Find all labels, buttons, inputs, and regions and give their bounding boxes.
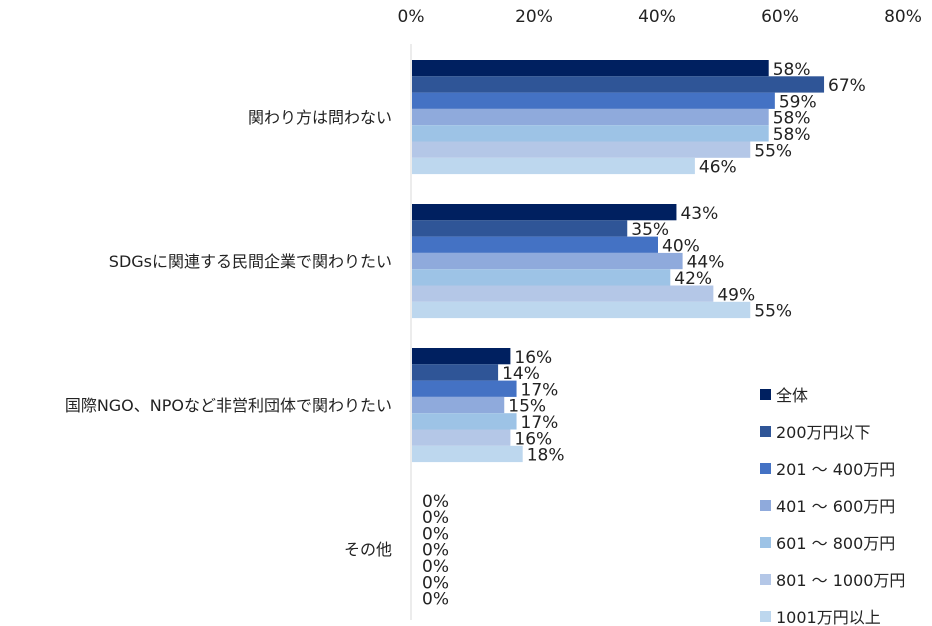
data-label: 16% [514, 348, 552, 368]
bar [412, 252, 683, 270]
data-label: 58% [773, 60, 811, 80]
legend-label: 401 〜 600万円 [776, 497, 895, 516]
data-label: 18% [527, 446, 565, 466]
legend-label: 601 〜 800万円 [776, 534, 895, 553]
data-label: 49% [717, 285, 755, 305]
legend-label: 全体 [776, 386, 808, 405]
category-label: SDGsに関連する民間企業で関わりたい [109, 252, 392, 271]
legend-swatch [760, 574, 771, 585]
category-label: 関わり方は問わない [248, 108, 392, 127]
data-label: 43% [680, 204, 718, 224]
legend-swatch [760, 389, 771, 400]
bar [412, 92, 775, 109]
bar [412, 157, 695, 175]
data-label: 0% [422, 557, 449, 577]
x-tick-label: 60% [761, 7, 799, 27]
data-label: 67% [828, 76, 866, 96]
data-label: 58% [773, 109, 811, 129]
bar [412, 380, 517, 397]
bars [412, 60, 825, 463]
bar [412, 396, 505, 414]
bar [412, 364, 499, 381]
bar [412, 236, 658, 253]
bar [412, 76, 825, 93]
data-label: 55% [754, 141, 792, 161]
legend-label: 1001万円以上 [776, 608, 881, 626]
bar [412, 204, 677, 221]
data-label: 42% [674, 269, 712, 289]
data-label: 55% [754, 302, 792, 322]
legend-label: 801 〜 1000万円 [776, 571, 905, 590]
x-tick-label: 20% [515, 7, 553, 27]
value-labels: 58%67%59%58%58%55%46%43%35%40%44%42%49%5… [422, 60, 866, 610]
legend-swatch [760, 463, 771, 474]
bar [412, 220, 628, 237]
category-label: 国際NGO、NPOなど非営利団体で関わりたい [65, 396, 392, 415]
bar [412, 413, 517, 430]
bar [412, 348, 511, 365]
data-label: 17% [521, 380, 559, 400]
data-label: 35% [631, 220, 669, 240]
bar [412, 108, 769, 126]
x-axis-ticks: 0% 20% 40% 60% 80% [398, 7, 922, 27]
bar [412, 285, 714, 302]
legend-swatch [760, 537, 771, 548]
data-label: 0% [422, 524, 449, 544]
x-tick-label: 0% [398, 7, 425, 27]
legend-label: 201 〜 400万円 [776, 460, 895, 479]
data-label: 44% [687, 253, 725, 273]
legend-swatch [760, 500, 771, 511]
data-label: 0% [422, 573, 449, 593]
bar [412, 445, 523, 463]
category-label: その他 [344, 540, 392, 559]
bar [412, 301, 751, 319]
category-labels: 関わり方は問わない SDGsに関連する民間企業で関わりたい国際NGO、NPOなど非… [65, 108, 392, 559]
data-label: 59% [779, 92, 817, 112]
data-label: 0% [422, 590, 449, 610]
legend-swatch [760, 611, 771, 622]
data-label: 58% [773, 125, 811, 145]
data-label: 40% [662, 236, 700, 256]
x-tick-label: 40% [638, 7, 676, 27]
x-tick-label: 80% [884, 7, 922, 27]
bar [412, 125, 769, 142]
legend-swatch [760, 426, 771, 437]
bar [412, 60, 769, 77]
data-label: 0% [422, 541, 449, 561]
legend-label: 200万円以下 [776, 423, 871, 442]
bar [412, 269, 671, 286]
data-label: 14% [502, 364, 540, 384]
data-label: 15% [508, 397, 546, 417]
legend: 全体 200万円以下 201 〜 400万円 401 〜 600万円 601 〜 800… [760, 386, 905, 626]
data-label: 17% [521, 413, 559, 433]
data-label: 0% [422, 492, 449, 512]
data-label: 46% [699, 158, 737, 178]
data-label: 0% [422, 508, 449, 528]
bar [412, 141, 751, 158]
data-label: 16% [514, 429, 552, 449]
bar [412, 429, 511, 446]
